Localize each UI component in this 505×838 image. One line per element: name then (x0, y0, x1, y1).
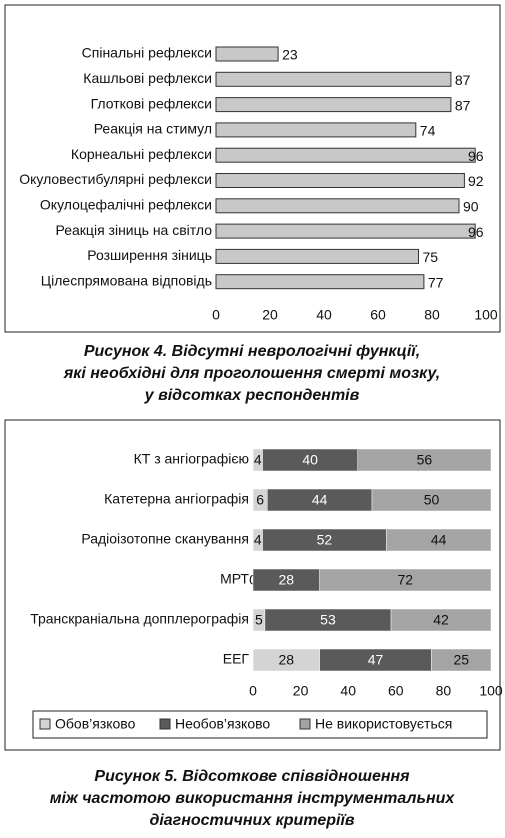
y-tick-label: КТ з ангіографією (134, 451, 249, 467)
bar-segment (371, 488, 492, 512)
x-tick-label: 20 (293, 683, 309, 699)
value-label: 4 (254, 532, 262, 548)
value-label: 96 (468, 148, 484, 164)
value-label: 50 (424, 492, 440, 508)
y-tick-label: Глоткові рефлекси (91, 95, 212, 111)
value-label: 25 (453, 652, 469, 668)
bar (215, 248, 419, 264)
y-tick-label: Реакція зіниць на світло (56, 222, 213, 238)
bar-segment (319, 568, 492, 592)
bar (215, 223, 476, 239)
bar (215, 122, 417, 138)
caption: у відсотках респондентів (144, 387, 360, 404)
y-tick-label: Реакція на стимул (94, 121, 212, 137)
value-label: 53 (320, 612, 336, 628)
value-label: 74 (420, 123, 436, 139)
bar (215, 71, 452, 87)
legend-swatch (159, 718, 171, 730)
x-tick-label: 80 (424, 307, 440, 323)
value-label: 44 (431, 532, 447, 548)
frame (4, 4, 501, 333)
bar-segment (357, 448, 492, 472)
value-label: 47 (368, 652, 384, 668)
caption: які необхідні для проголошення смерті мо… (63, 365, 440, 382)
value-label: 75 (423, 249, 439, 265)
value-label: 28 (279, 652, 295, 668)
bar-segment (390, 608, 492, 632)
y-tick-label: Транскраніальна допплерографія (30, 611, 249, 627)
bar (215, 46, 279, 62)
value-label: 90 (463, 199, 479, 215)
caption: діагностичних критеріїв (149, 812, 354, 829)
y-tick-label: Окулоцефалічні рефлекси (40, 197, 212, 213)
value-label: 56 (417, 452, 433, 468)
value-label: 6 (256, 492, 264, 508)
y-tick-label: ЕЕГ (223, 651, 250, 667)
value-label: 44 (312, 492, 328, 508)
y-tick-label: Радіоізотопне сканування (81, 531, 249, 547)
legend-swatch (299, 718, 311, 730)
x-tick-label: 40 (340, 683, 356, 699)
bar (215, 198, 460, 214)
x-tick-label: 100 (479, 683, 503, 699)
caption: між частотою використання інструментальн… (50, 790, 456, 807)
bar-segment (431, 648, 492, 672)
value-label: 23 (282, 47, 298, 63)
value-label: 42 (433, 612, 449, 628)
bar (215, 173, 465, 188)
x-tick-label: 0 (212, 307, 220, 323)
x-tick-label: 100 (474, 307, 498, 323)
value-label: 4 (254, 452, 262, 468)
caption: Рисунок 4. Відсутні неврологічні функції… (84, 343, 420, 360)
value-label: 96 (468, 224, 484, 240)
y-tick-label: МРТ (220, 571, 249, 587)
y-tick-label: Корнеальні рефлекси (71, 146, 212, 162)
y-tick-label: Спінальні рефлекси (82, 45, 212, 61)
value-label: 5 (255, 612, 263, 628)
x-tick-label: 20 (262, 307, 278, 323)
y-tick-label: Катетерна ангіографія (104, 491, 249, 507)
legend-box (32, 710, 488, 739)
frame (4, 419, 501, 751)
bar (215, 147, 476, 163)
y-tick-label: Окуловестибулярні рефлекси (19, 171, 212, 187)
bar (215, 274, 425, 290)
value-label: 87 (455, 72, 471, 88)
value-label: 92 (468, 173, 484, 189)
value-label: 87 (455, 97, 471, 113)
value-label: 72 (398, 572, 414, 588)
legend-label: Необов’язково (175, 716, 270, 732)
x-tick-label: 60 (388, 683, 404, 699)
x-tick-label: 40 (316, 307, 332, 323)
value-label: 40 (302, 452, 318, 468)
value-label: 52 (317, 532, 333, 548)
caption: Рисунок 5. Відсоткове співвідношення (94, 768, 410, 785)
legend-label: Обов’язково (55, 716, 136, 732)
x-tick-label: 60 (370, 307, 386, 323)
value-label: 77 (428, 274, 444, 290)
y-tick-label: Розширення зіниць (87, 247, 212, 263)
bar-segment (386, 528, 492, 552)
y-tick-label: Цілеспрямована відповідь (41, 272, 212, 288)
value-label: 28 (279, 572, 295, 588)
x-tick-label: 0 (249, 683, 257, 699)
legend-label: Не використовується (315, 716, 452, 732)
y-tick-label: Кашльові рефлекси (83, 70, 212, 86)
x-tick-label: 80 (436, 683, 452, 699)
bar (215, 97, 452, 113)
legend-swatch (39, 718, 51, 730)
